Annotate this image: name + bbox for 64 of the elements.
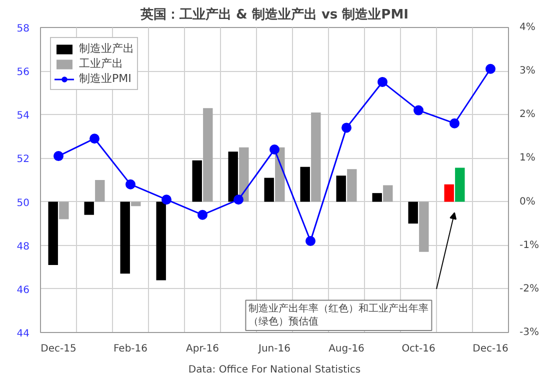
y2-tick-label: -1% [520, 240, 539, 251]
x-tick-label: Jun-16 [258, 344, 290, 354]
bar [228, 152, 238, 202]
bar [131, 202, 141, 206]
y-tick-label: 46 [16, 284, 30, 296]
bar [59, 202, 69, 220]
annotation: 制造业产出年率（红色）和工业产出年率（绿色）预估值 [248, 302, 429, 328]
bar [455, 168, 465, 202]
point [90, 134, 100, 144]
x-tick-label: Aug-16 [328, 344, 364, 354]
bar [444, 184, 454, 202]
y-tick-label: 56 [16, 67, 30, 78]
y-tick-label: 52 [16, 154, 30, 166]
bar [300, 166, 310, 202]
point [306, 236, 316, 246]
point [414, 105, 424, 116]
bar [408, 202, 418, 224]
x-tick-label: Oct-16 [402, 344, 436, 354]
bar [372, 193, 382, 202]
x-tick-label: Apr-16 [186, 344, 220, 354]
y2-tick-label: 2% [520, 109, 536, 120]
point [270, 144, 280, 154]
bar [120, 202, 130, 274]
bar [419, 202, 429, 252]
point [198, 210, 208, 220]
y2-tick-label: -3% [520, 327, 539, 338]
point [378, 76, 388, 87]
bar [383, 185, 393, 202]
bar [48, 202, 58, 265]
y2-tick-label: 1% [520, 152, 536, 164]
point [126, 179, 136, 190]
chart-title: 英国：工业产出 & 制造业产出 vs 制造业PMI [140, 6, 408, 22]
bar [192, 160, 202, 202]
bar [95, 180, 105, 202]
y2-tick-label: -2% [520, 283, 539, 294]
bar [239, 147, 249, 202]
x-tick-label: Dec-16 [472, 344, 508, 354]
point [450, 118, 460, 128]
bar [347, 169, 357, 202]
y2-tick-label: 0% [520, 196, 536, 208]
y-tick-label: 50 [16, 198, 30, 209]
point [234, 194, 244, 205]
y-tick-label: 48 [16, 241, 30, 252]
y-tick-label: 54 [16, 110, 30, 122]
x-tick-label: Dec-15 [40, 344, 76, 354]
bar [156, 202, 166, 280]
bar [84, 202, 94, 215]
x-tick-label: Feb-16 [113, 344, 148, 354]
point [54, 151, 64, 162]
y-tick-label: 58 [16, 24, 30, 34]
bar [203, 108, 213, 202]
legend-label: 制造业产出 [79, 41, 134, 56]
bar [311, 112, 321, 202]
bar [264, 178, 274, 202]
text: Data: Office For National Statistics [188, 364, 361, 376]
legend-label: 制造业PMI [79, 71, 132, 86]
point [486, 64, 496, 74]
y-tick-label: 44 [16, 328, 30, 340]
bar [336, 176, 346, 202]
legend-label: 工业产出 [79, 56, 123, 71]
point [342, 122, 352, 133]
y2-tick-label: 3% [520, 66, 536, 77]
point [162, 194, 172, 205]
y2-tick-label: 4% [520, 22, 536, 33]
